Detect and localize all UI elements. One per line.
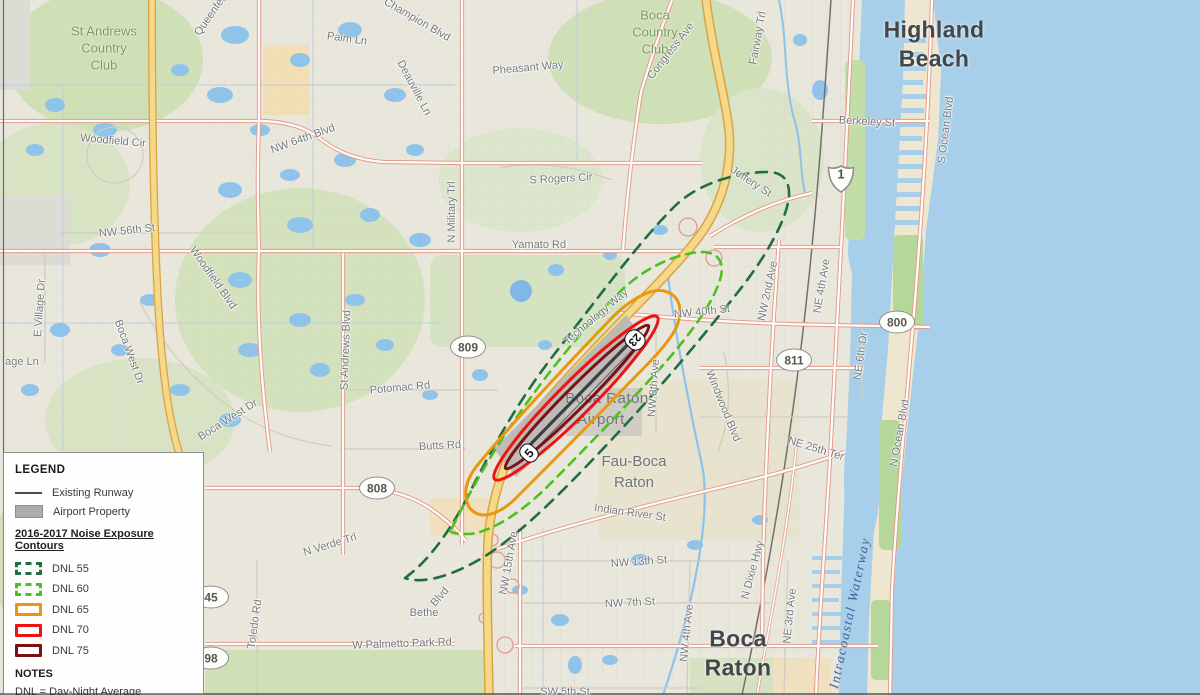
contour-dnl55: [403, 170, 791, 582]
minor-street-grid: [0, 0, 855, 695]
minor-roads: [44, 126, 863, 695]
highway-turnpike: [148, 0, 183, 455]
existing-runway: [521, 332, 640, 454]
route-shield-808: 808: [359, 476, 395, 500]
dnl55-label: DNL 55: [52, 562, 89, 575]
contour-dnl60: [449, 250, 724, 536]
legend-row-dnl60: DNL 60: [15, 582, 195, 596]
dnl65-swatch: [15, 603, 42, 616]
legend-title: LEGEND: [15, 464, 66, 476]
route-shield-809: 809: [450, 335, 486, 359]
legend-runway-label: Existing Runway: [52, 487, 134, 499]
noise-contours: [403, 170, 791, 582]
runway-end-23: 23: [624, 329, 646, 351]
dnl60-label: DNL 60: [52, 583, 89, 595]
contour-dnl70: [492, 314, 660, 482]
legend-notes-line1: DNL = Day-Night Average: [15, 686, 142, 695]
dnl65-label: DNL 65: [52, 603, 89, 616]
route-shield-800: 800: [879, 310, 915, 334]
railroad-line: [741, 0, 832, 695]
dnl55-swatch: [15, 562, 42, 575]
legend-row-property: Airport Property: [15, 505, 195, 518]
contour-dnl75: [503, 323, 651, 471]
dnl75-swatch: [15, 644, 42, 657]
legend-contours-heading: 2016-2017 Noise Exposure Contours: [15, 528, 154, 552]
contour-dnl65: [464, 289, 682, 517]
legend-row-dnl55: DNL 55: [15, 562, 195, 575]
legend-notes-heading: NOTES: [15, 668, 53, 680]
legend-row-dnl75: DNL 75: [15, 644, 195, 657]
map-legend: LEGEND Existing Runway Airport Property …: [3, 452, 204, 695]
canals-layer: [661, 0, 807, 695]
dnl70-swatch: [15, 623, 42, 637]
dnl60-swatch: [15, 582, 42, 596]
route-shield-us1: 1: [827, 165, 855, 194]
taxiway: [527, 338, 644, 458]
legend-row-dnl70: DNL 70: [15, 623, 195, 637]
runway-end-5: 5: [519, 443, 539, 463]
route-shield-811: 811: [776, 348, 812, 372]
runway-line-swatch: [15, 492, 42, 494]
ocean-layer: [812, 0, 1200, 695]
dnl70-label: DNL 70: [52, 624, 89, 636]
legend-property-label: Airport Property: [53, 505, 131, 518]
legend-row-dnl65: DNL 65: [15, 603, 195, 616]
legend-row-runway: Existing Runway: [15, 487, 195, 499]
grid-lines: [0, 0, 578, 695]
finger-canals: [812, 38, 926, 644]
us-route-shield-shape: [827, 165, 855, 193]
dnl75-label: DNL 75: [52, 644, 89, 657]
airport-property-swatch: [15, 505, 43, 518]
